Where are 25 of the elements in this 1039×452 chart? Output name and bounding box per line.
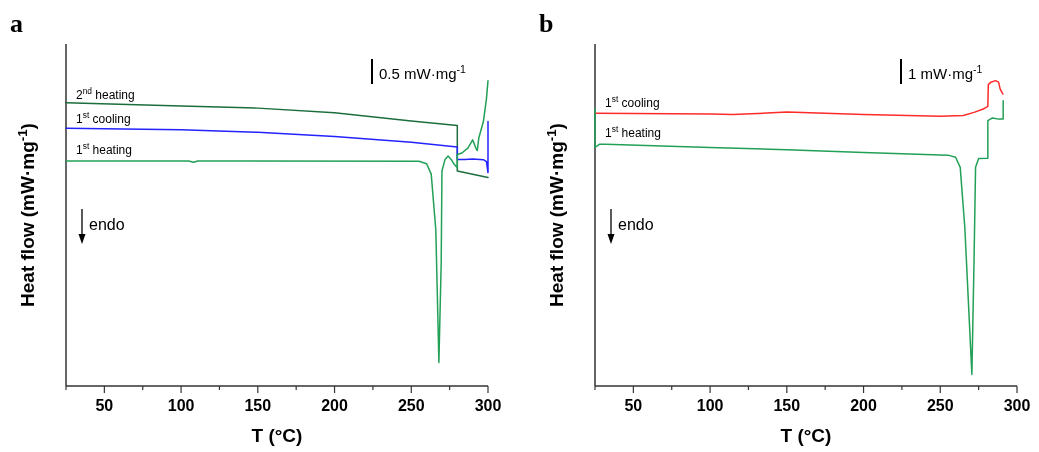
series-label: 1$^{st}$ heating bbox=[605, 124, 661, 141]
series-label: 2$^{nd}$ heating bbox=[76, 85, 135, 102]
x-tick-label: 100 bbox=[696, 397, 724, 414]
x-tick-label: 50 bbox=[95, 397, 114, 414]
x-tick-label: 200 bbox=[321, 397, 348, 414]
chart-title: a bbox=[10, 9, 23, 38]
annotation: 1 mW·mg$^{-1}$ bbox=[908, 63, 983, 82]
annotation: endo bbox=[89, 216, 125, 233]
x-tick-label: 250 bbox=[397, 397, 425, 414]
x-tick-label: 300 bbox=[1003, 397, 1031, 414]
x-tick-label: 250 bbox=[926, 397, 954, 414]
x-tick-label: 300 bbox=[474, 397, 502, 414]
x-tick-label: 150 bbox=[244, 397, 272, 414]
series-label: 1$^{st}$ cooling bbox=[605, 93, 660, 110]
x-tick-label: 100 bbox=[167, 397, 195, 414]
x-tick-label: 50 bbox=[624, 397, 643, 414]
annotation: endo bbox=[618, 216, 654, 233]
x-tick-label: 200 bbox=[850, 397, 877, 414]
chart-title: b bbox=[539, 9, 554, 38]
series-label: 1$^{st}$ heating bbox=[76, 140, 132, 157]
x-axis-title: T (°C) bbox=[780, 425, 832, 446]
series-label: 1$^{st}$ cooling bbox=[76, 109, 131, 126]
x-axis-title: T (°C) bbox=[251, 425, 303, 446]
annotation: 0.5 mW·mg$^{-1}$ bbox=[379, 63, 467, 82]
x-tick-label: 150 bbox=[773, 397, 801, 414]
